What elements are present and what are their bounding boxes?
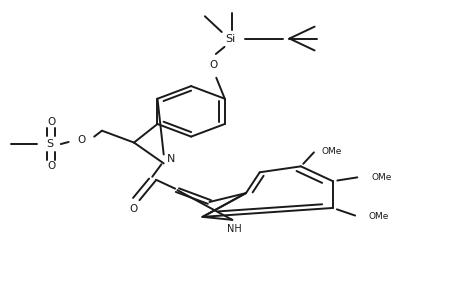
Text: N: N [167,154,175,164]
Text: NH: NH [227,224,241,234]
Text: O: O [47,161,56,171]
Text: O: O [129,204,138,214]
Text: S: S [46,139,53,149]
Text: O: O [209,60,218,70]
Text: O: O [47,117,56,127]
Text: O: O [77,135,85,145]
Text: OMe: OMe [371,172,391,182]
Text: Si: Si [224,34,235,44]
Text: OMe: OMe [321,147,341,156]
Text: OMe: OMe [367,212,388,221]
